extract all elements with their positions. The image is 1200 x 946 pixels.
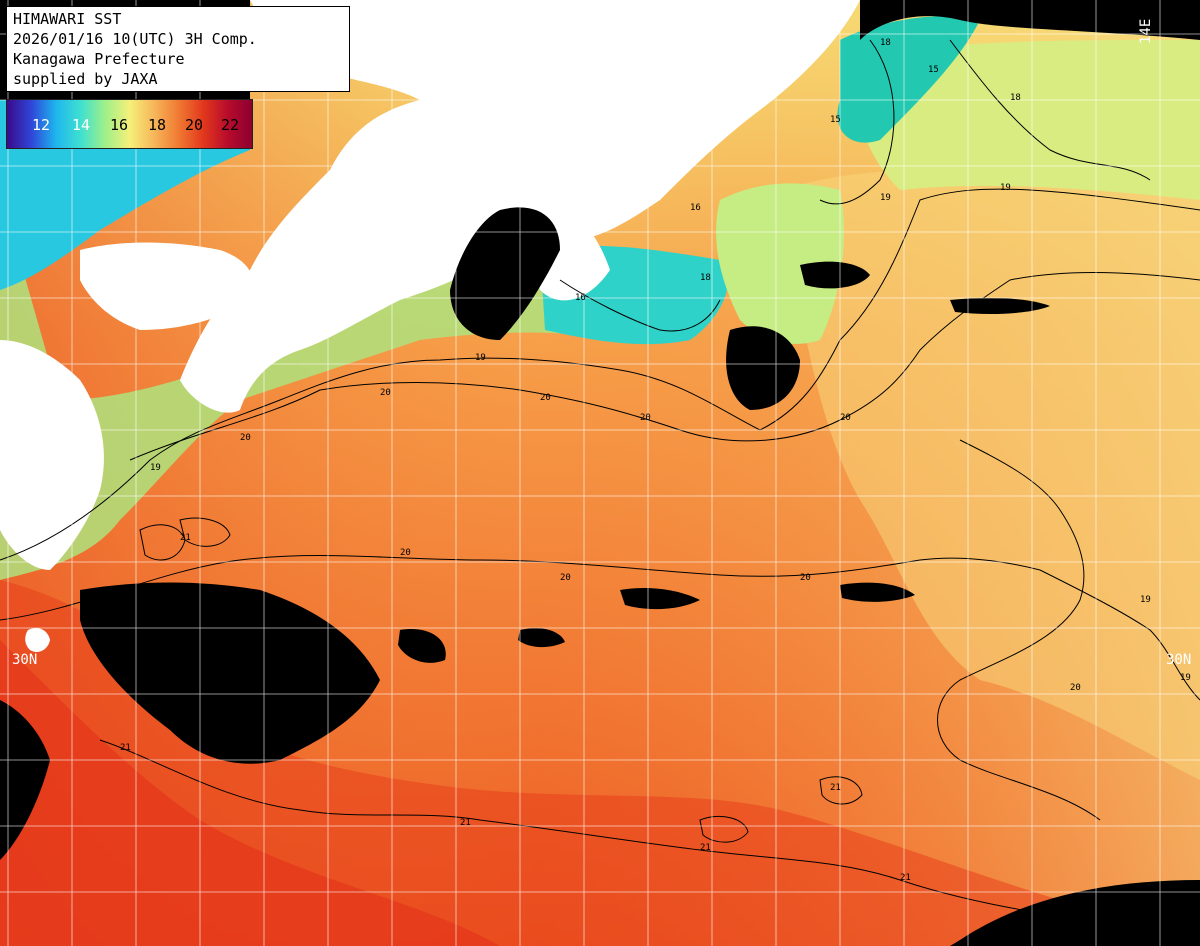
legend-label-20: 20 [185,116,204,134]
isotherm-label: 21 [700,843,711,853]
isotherm-18-northeast [949,39,1151,181]
isotherm-label: 18 [1010,93,1021,103]
isotherm-label: 21 [900,873,911,883]
legend-label-22: 22 [221,116,240,134]
lon-label-136e: 136E [498,16,514,50]
info-box: HIMAWARI SST 2026/01/16 10(UTC) 3H Comp.… [6,6,350,92]
isotherm-label: 21 [180,533,191,543]
warm-region-southwest [0,640,500,946]
warm-region-south [0,580,1200,946]
cloud-top-band [860,0,1200,40]
isotherm-20-middle [0,555,1041,621]
isotherm-label: 16 [575,293,586,303]
cool-region-northeast [856,40,1200,200]
cyan-region-northeast [837,16,980,143]
cloud-east-strip [950,298,1050,314]
isotherm-label: 20 [540,393,551,403]
isotherm-label: 21 [120,743,131,753]
isotherm-label: 19 [1180,673,1191,683]
lat-label-30n-right: 30N [1166,652,1192,668]
isotherm-label: 21 [460,818,471,828]
cloud-scatter-band [398,582,915,663]
isotherm-label: 20 [560,573,571,583]
isotherm-label: 20 [240,433,251,443]
isotherm-label: 20 [800,573,811,583]
isotherm-21-south-patches [139,517,863,843]
isotherm-label: 21 [830,783,841,793]
isotherm-20-east [937,439,1101,821]
cloud-north-basin [450,207,560,340]
isotherm-21-south [99,739,1081,921]
isotherm-label: 20 [1070,683,1081,693]
legend-label-16: 16 [110,116,129,134]
isotherm-label: 20 [380,388,391,398]
isotherm-label: 19 [880,193,891,203]
isotherm-label: 19 [1000,183,1011,193]
isotherm-label: 18 [880,38,891,48]
temperature-legend: 12 14 16 18 20 22 [6,99,253,149]
isotherm-label: 15 [830,115,841,125]
cloud-west-strip [0,700,50,860]
isotherm-19-east [1039,569,1200,701]
isotherm-labels: 15 15 16 16 18 18 18 19 19 19 19 19 19 20 20 20 20 20 20 20… [120,38,1191,883]
isotherm-label: 16 [690,203,701,213]
isotherm-label: 20 [840,413,851,423]
land-small-island [25,628,50,652]
lat-label-30n-left: 30N [12,652,38,668]
lon-label-14e: 14E [1138,18,1154,44]
isotherm-16-northeast [819,39,895,205]
land-kyushu [0,340,104,570]
isotherm-label: 20 [400,548,411,558]
isotherm-label: 19 [150,463,161,473]
cool-region-east [780,170,1200,780]
land-shikoku [80,242,254,330]
isotherm-15-north [559,279,721,332]
legend-label-14: 14 [72,116,91,134]
product-area: Kanagawa Prefecture [13,50,185,68]
isotherm-label: 15 [928,65,939,75]
product-timestamp: 2026/01/16 10(UTC) 3H Comp. [13,30,257,48]
cloud-coastal-east [726,326,800,410]
isotherm-label: 19 [1140,595,1151,605]
product-credit: supplied by JAXA [13,70,158,88]
product-title: HIMAWARI SST [13,10,122,28]
cloud-bottom-east [950,880,1200,946]
cloud-east-patch [800,261,870,289]
legend-label-12: 12 [32,116,51,134]
green-region-east-coast [716,183,844,344]
isotherm-label: 20 [640,413,651,423]
isotherm-label: 19 [475,353,486,363]
isotherm-19-north [0,188,1200,561]
isotherm-contours [0,39,1200,921]
legend-label-18: 18 [148,116,167,134]
isotherm-label: 18 [700,273,711,283]
isotherm-20-north [129,272,1200,461]
